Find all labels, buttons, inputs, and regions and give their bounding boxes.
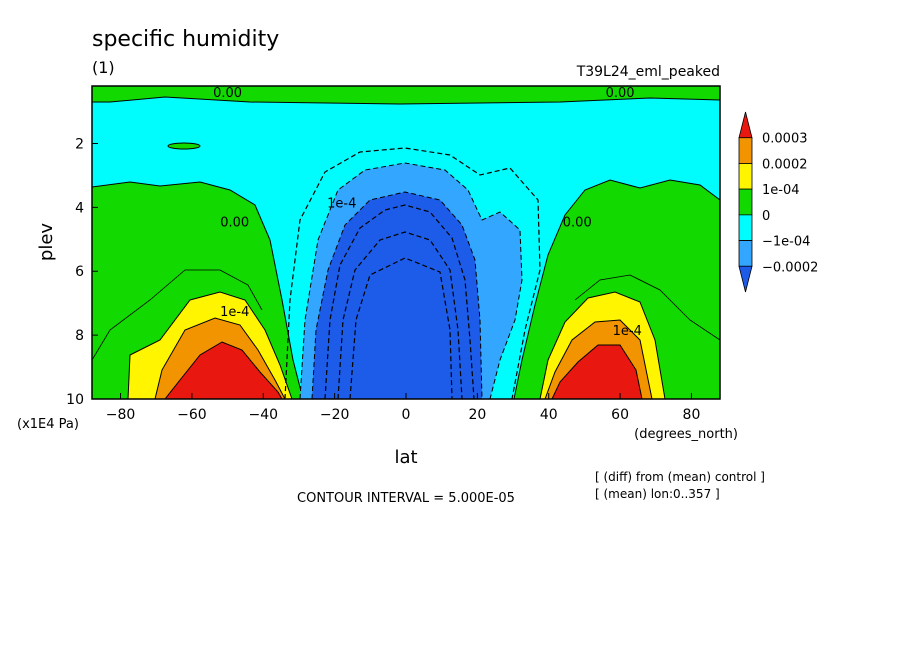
colorbar-swatch <box>738 188 753 216</box>
experiment-label: T39L24_eml_peaked <box>576 64 720 80</box>
colorbar-swatch <box>738 163 753 190</box>
x-tick-label: −40 <box>248 407 278 423</box>
colorbar: 0.0003 0.0002 1e-04 0 −1e-04 −0.0002 <box>738 111 818 293</box>
band-red-left <box>164 341 283 399</box>
colorbar-swatch <box>738 265 753 293</box>
x-axis-ticks: −80 −60 −40 −20 0 20 40 60 80 <box>106 393 701 423</box>
x-axis-label: lat <box>394 447 417 468</box>
x-tick-label: 40 <box>540 407 558 423</box>
x-tick-label: −20 <box>320 407 350 423</box>
contour-interval: CONTOUR INTERVAL = 5.000E-05 <box>297 491 515 506</box>
colorbar-label: 0 <box>762 209 770 224</box>
band-red-right <box>551 344 643 399</box>
contour-label: 1e-4 <box>327 196 356 211</box>
band-green-blob <box>167 142 201 150</box>
y-axis-units: (x1E4 Pa) <box>17 417 79 432</box>
contours-negative <box>284 147 541 399</box>
colorbar-label: −1e-04 <box>762 235 810 250</box>
y-tick-label: 2 <box>75 136 84 152</box>
colorbar-swatch <box>738 240 753 267</box>
contour-label: 0.00 <box>213 86 242 101</box>
contour-label: 1e-4 <box>613 324 642 339</box>
colorbar-label: −0.0002 <box>762 260 818 275</box>
contour-label: 0.00 <box>563 216 592 231</box>
x-tick-label: 0 <box>402 407 411 423</box>
y-tick-label: 6 <box>75 264 84 280</box>
y-axis-ticks: 2 4 6 8 10 <box>66 136 98 408</box>
x-tick-label: −60 <box>177 407 207 423</box>
plot-area: 0.00 0.00 0.00 0.00 1e-4 1e-4 1e-4 −80 −60 −40 −2… <box>66 85 721 423</box>
y-axis-label: plev <box>36 223 57 262</box>
colorbar-swatch <box>738 111 753 139</box>
contours-positive <box>92 269 720 361</box>
colorbar-label: 0.0003 <box>762 132 808 147</box>
x-tick-label: 80 <box>683 407 701 423</box>
contour-label: 1e-4 <box>220 305 249 320</box>
x-tick-label: 20 <box>468 407 486 423</box>
y-tick-label: 4 <box>75 200 84 216</box>
x-tick-label: −80 <box>106 407 136 423</box>
chart-title: specific humidity <box>92 27 279 52</box>
colorbar-swatch <box>738 137 753 164</box>
y-tick-label: 8 <box>75 328 84 344</box>
colorbar-label: 1e-04 <box>762 183 800 198</box>
x-tick-label: 60 <box>611 407 629 423</box>
x-axis-units: (degrees_north) <box>634 427 738 442</box>
colorbar-label: 0.0002 <box>762 157 808 172</box>
chart-subtitle: (1) <box>92 58 115 77</box>
note-diff: [ (diff) from (mean) control ] <box>595 470 765 484</box>
y-tick-label: 10 <box>66 392 84 408</box>
contour-label: 0.00 <box>606 86 635 101</box>
note-mean: [ (mean) lon:0..357 ] <box>595 487 720 501</box>
contour-label: 0.00 <box>220 216 249 231</box>
band-green-top <box>92 86 720 105</box>
colorbar-swatch <box>738 214 753 241</box>
contour-labels: 0.00 0.00 0.00 0.00 1e-4 1e-4 1e-4 <box>213 86 642 339</box>
